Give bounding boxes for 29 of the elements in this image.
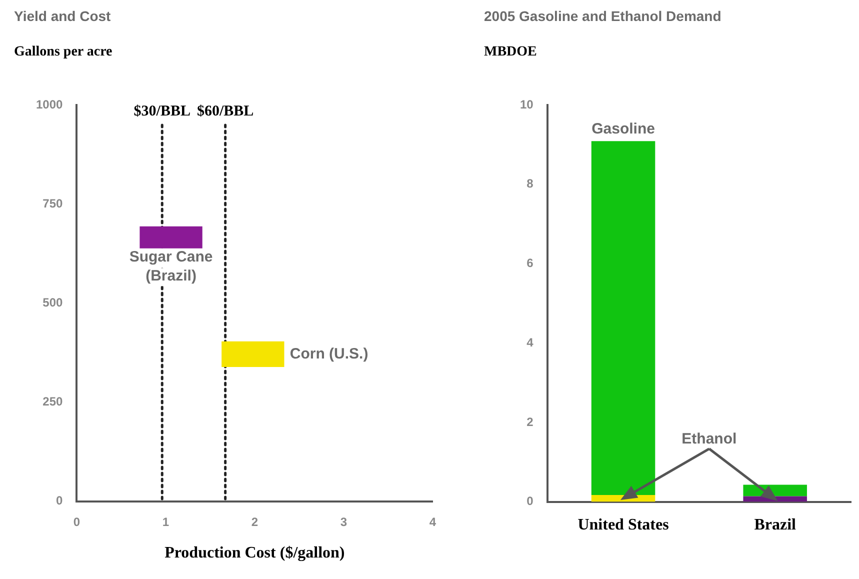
y-tick-label: 750 [42,196,64,210]
ref-line-label: $60/BBL [196,103,254,120]
x-tick-label: 2 [251,514,258,529]
ref-line-label: $30/BBL [134,103,190,120]
x-tick-label: 0 [73,514,80,529]
y-axis-title: Gallons per acre [14,44,112,60]
y-tick-label: 4 [526,335,534,350]
y-tick-label: 6 [526,256,534,270]
y-tick-label: 0 [56,494,64,508]
text: Ethanol [682,430,737,448]
x-axis-title: Production Cost ($/gallon) [164,544,345,562]
y-tick-label: 8 [526,176,534,191]
y-tick-label: 1000 [36,97,64,112]
series-label: Corn (U.S.) [290,345,368,362]
x-tick-label: 4 [429,514,436,529]
chart-title: Yield and Cost [14,8,112,24]
y-tick-label: 2 [526,414,534,429]
x-tick-label: 3 [340,514,348,529]
x-tick-label: 1 [162,514,170,529]
y-tick-label: 250 [42,394,64,409]
series-label: Gasoline [592,120,655,138]
series-label: Sugar Cane (Brazil) [129,248,213,285]
y-axis-title: MBDOE [484,44,537,60]
y-tick-label: 0 [526,494,534,508]
x-tick-label: United States [578,516,669,534]
x-tick-label: Brazil [754,516,797,534]
chart-title: 2005 Gasoline and Ethanol Demand [484,8,722,24]
y-tick-label: 500 [42,296,64,310]
y-tick-label: 10 [520,97,534,112]
